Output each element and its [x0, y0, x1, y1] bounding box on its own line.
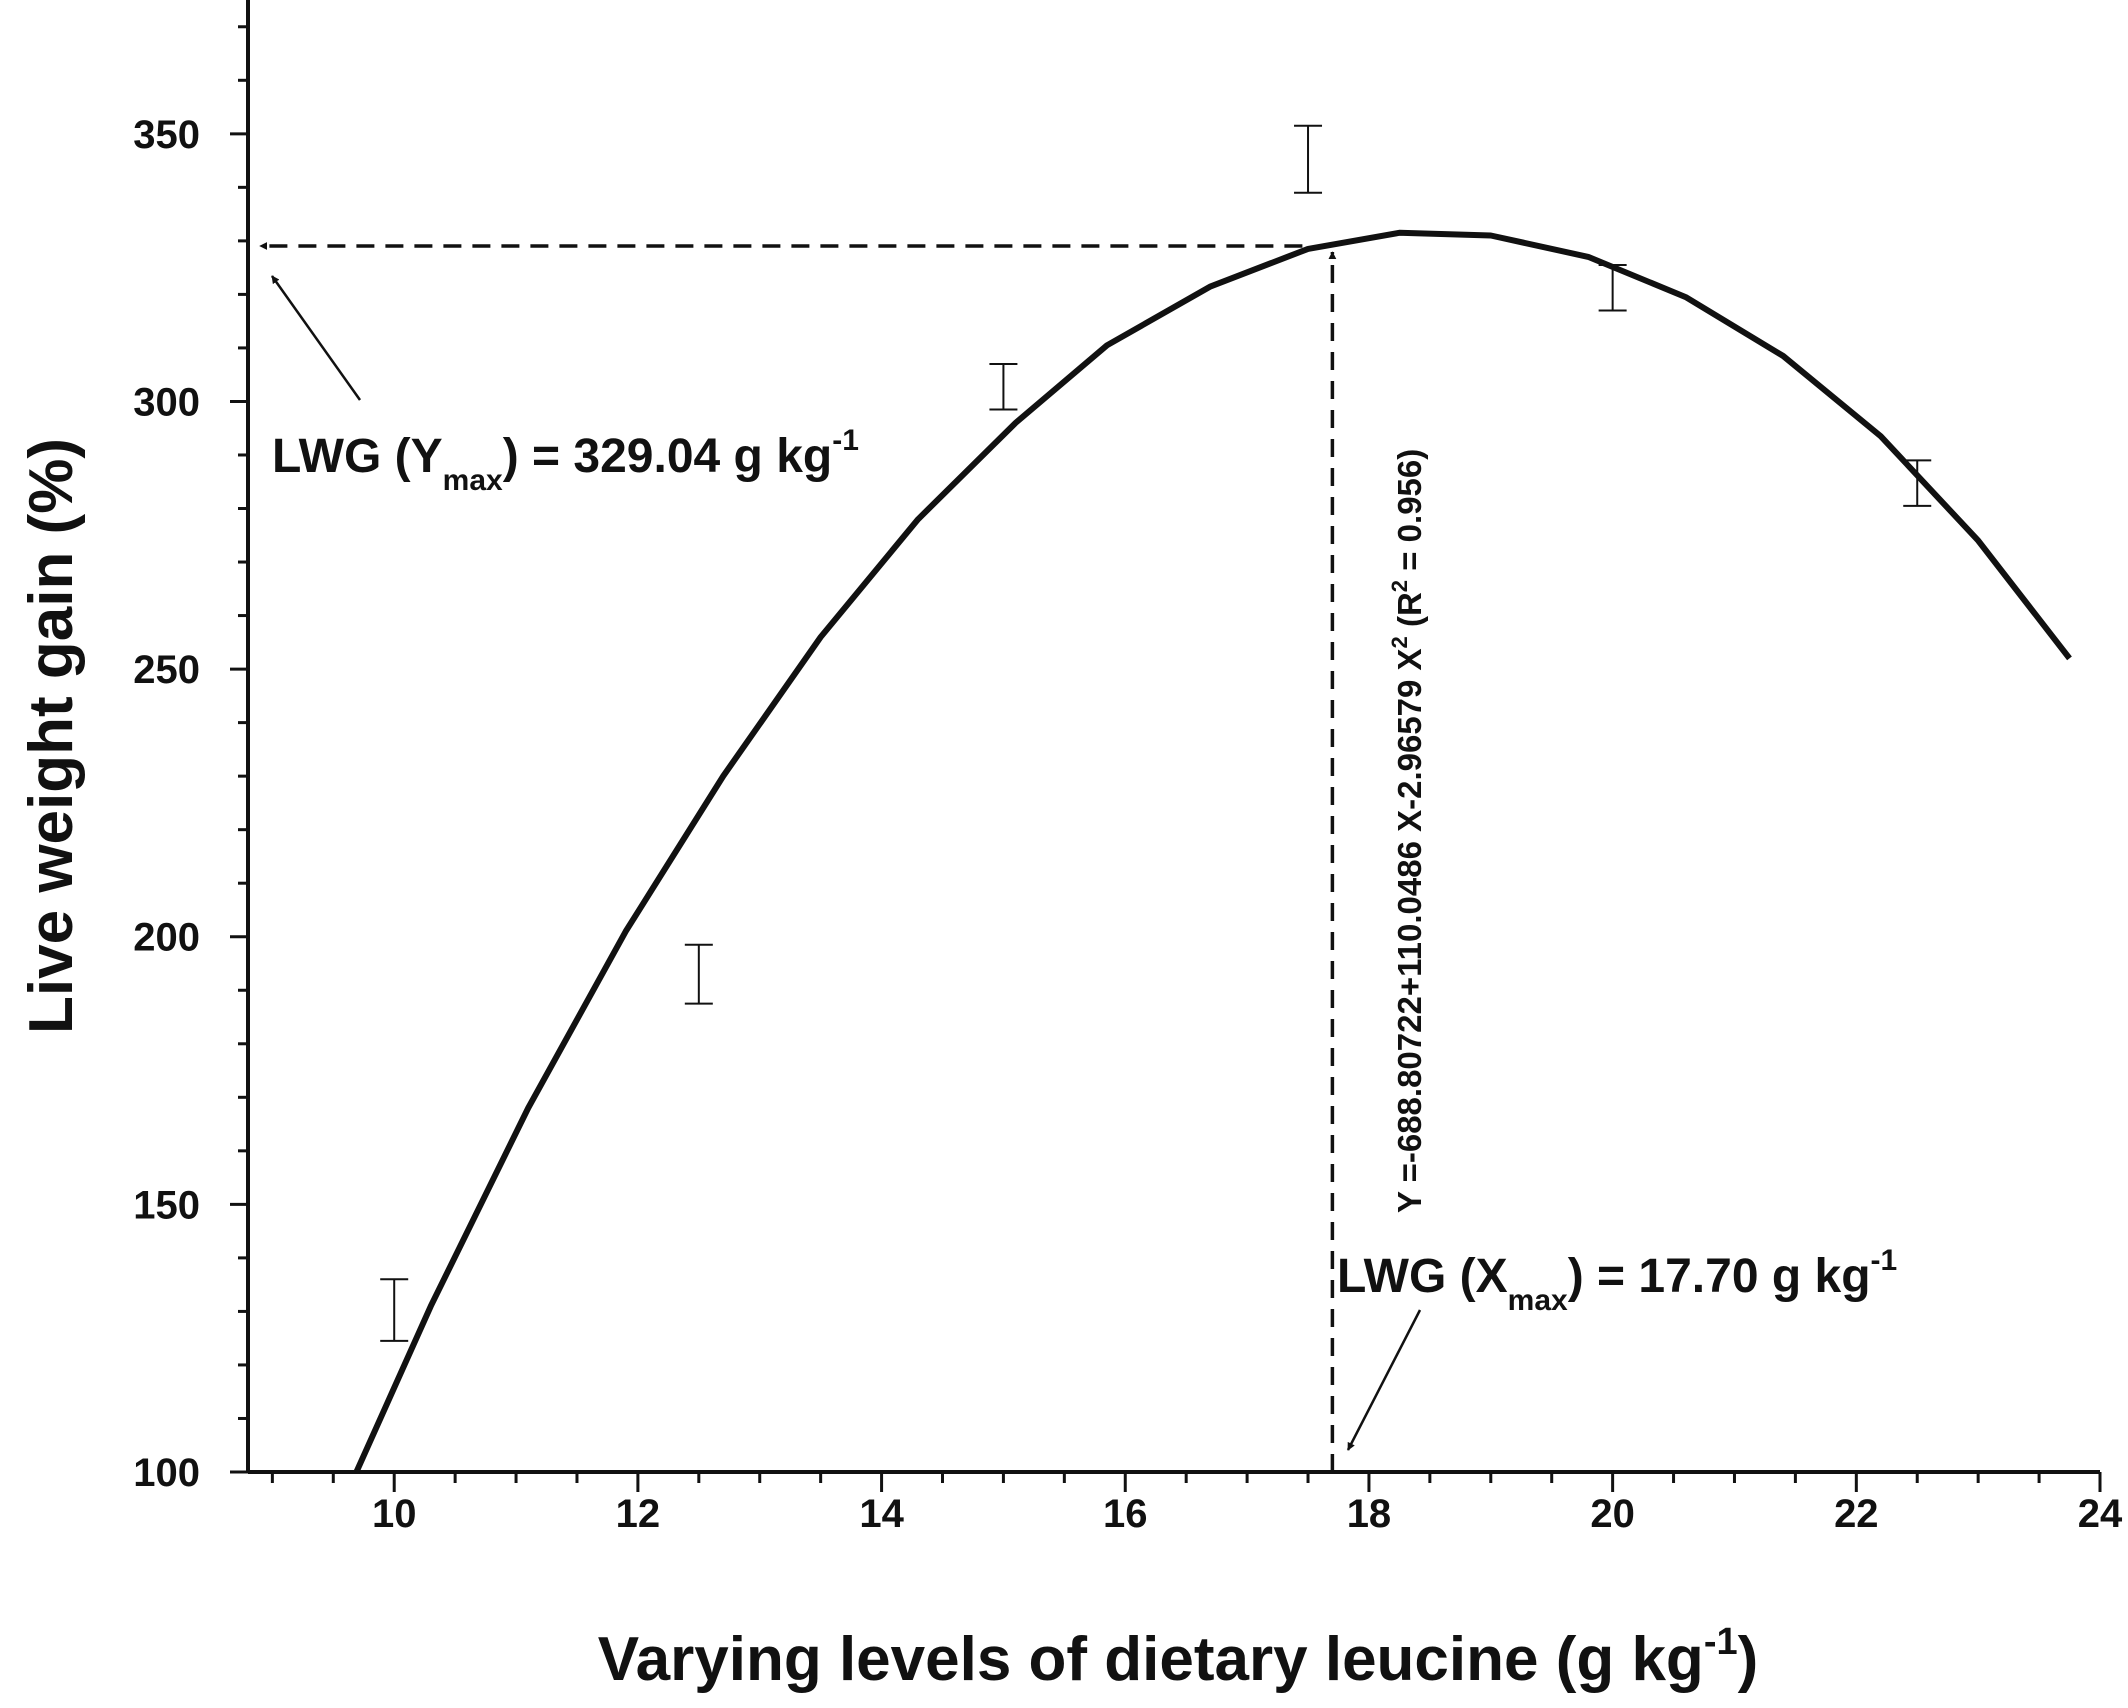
- ymax-label-prefix: LWG (Y: [272, 430, 443, 483]
- y-tick-label: 250: [133, 648, 200, 692]
- equation-sup2: 2: [1387, 580, 1412, 592]
- x-axis-title: Varying levels of dietary leucine (g kg-…: [598, 1621, 1759, 1694]
- equation-part3: = 0.956): [1391, 449, 1428, 580]
- x-tick-label: 10: [372, 1492, 417, 1536]
- error-bar: [380, 1278, 409, 1342]
- xmax-label-middle: ) = 17.70 g kg: [1568, 1250, 1871, 1303]
- xmax-label-sup: -1: [1871, 1244, 1898, 1277]
- error-bar: [1903, 459, 1932, 507]
- ymax-label-sub: max: [443, 464, 503, 497]
- ymax-label-sup: -1: [832, 424, 859, 457]
- error-bar: [989, 362, 1018, 411]
- y-tick-label: 200: [133, 916, 200, 960]
- ymax-pointer-arrow: [270, 275, 362, 401]
- y-tick-label: 150: [133, 1183, 200, 1227]
- fitted-curve-series: [353, 229, 2072, 1474]
- ymax-label-middle: ) = 329.04 g kg: [503, 430, 833, 483]
- y-tick-label: 100: [133, 1451, 200, 1495]
- x-tick-label: 22: [1834, 1492, 1879, 1536]
- x-axis-title-sup: -1: [1704, 1621, 1738, 1663]
- x-axis-title-main: Varying levels of dietary leucine (g kg: [598, 1625, 1704, 1694]
- y-tick-label: 300: [133, 380, 200, 424]
- y-tick-labels: 100 150 200 250 300 350: [133, 113, 200, 1495]
- axes: [246, 0, 2100, 1474]
- x-axis-title-close: ): [1738, 1625, 1759, 1694]
- xmax-annotation: LWG (Xmax) = 17.70 g kg-1: [1337, 1244, 1897, 1317]
- regression-equation: Y =-688.80722+110.0486 X-2.96579 X2 (R2 …: [1387, 449, 1428, 1213]
- xmax-pointer-arrow: [1346, 1309, 1422, 1451]
- x-tick-label: 20: [1590, 1492, 1635, 1536]
- error-bars-series: [380, 124, 1932, 1342]
- equation-part1: Y =-688.80722+110.0486 X-2.96579 X: [1391, 648, 1428, 1213]
- ymax-annotation: LWG (Ymax) = 329.04 g kg-1: [272, 424, 859, 497]
- error-bar: [684, 943, 713, 1005]
- y-ticks: [230, 25, 248, 1474]
- xmax-label-prefix: LWG (X: [1337, 1250, 1508, 1303]
- y-tick-label: 350: [133, 113, 200, 157]
- equation-sup1: 2: [1387, 636, 1412, 648]
- error-bar: [1598, 263, 1627, 312]
- x-ticks: [270, 1472, 2102, 1492]
- error-bar: [1294, 124, 1323, 194]
- x-tick-label: 18: [1347, 1492, 1392, 1536]
- y-axis-title: Live weight gain (%): [17, 438, 86, 1034]
- equation-part2: (R: [1391, 592, 1428, 636]
- x-tick-labels: 10 12 14 16 18 20 22 24: [372, 1492, 2123, 1536]
- x-tick-label: 24: [2078, 1492, 2123, 1536]
- xmax-label-sub: max: [1508, 1284, 1568, 1317]
- x-tick-label: 16: [1103, 1492, 1148, 1536]
- x-tick-label: 14: [859, 1492, 904, 1536]
- x-tick-label: 12: [616, 1492, 661, 1536]
